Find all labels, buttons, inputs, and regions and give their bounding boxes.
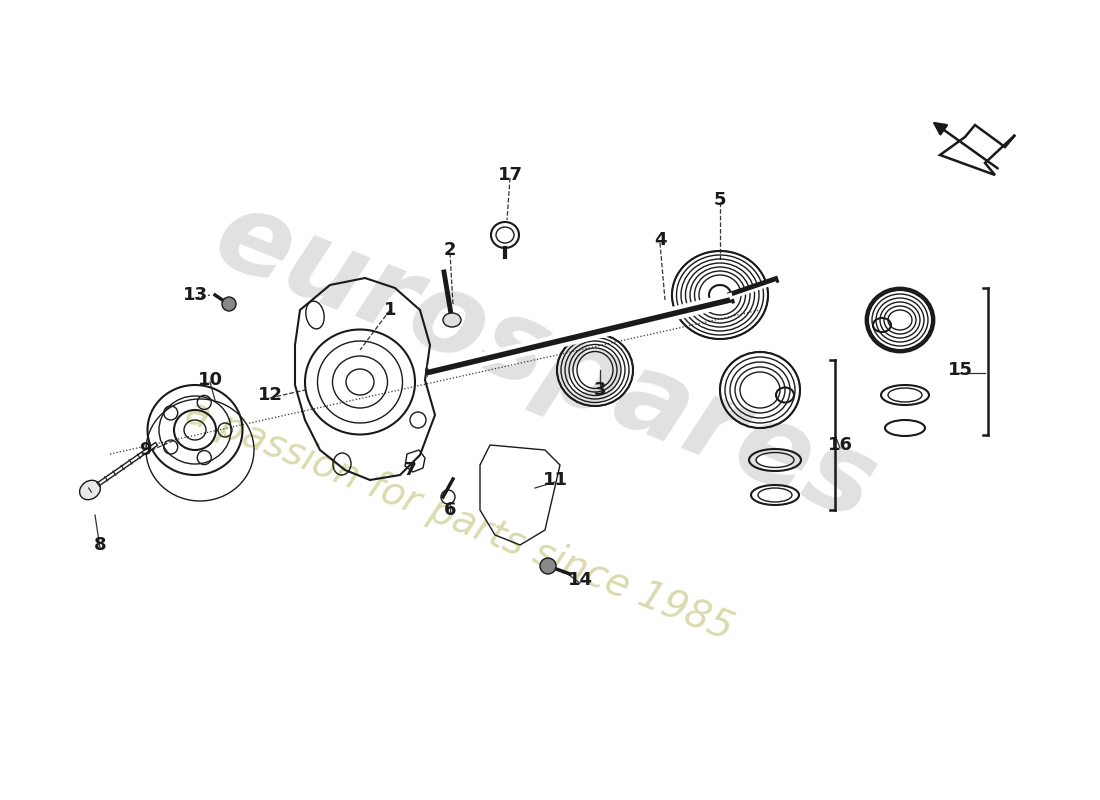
Text: eurospares: eurospares	[200, 181, 891, 543]
Text: 5: 5	[714, 191, 726, 209]
Text: 10: 10	[198, 371, 222, 389]
Text: 14: 14	[568, 571, 593, 589]
Text: 2: 2	[443, 241, 456, 259]
Text: 4: 4	[653, 231, 667, 249]
Text: 16: 16	[827, 436, 853, 454]
Circle shape	[540, 558, 556, 574]
Text: 6: 6	[443, 501, 456, 519]
Text: 7: 7	[404, 461, 416, 479]
Ellipse shape	[79, 480, 100, 500]
Circle shape	[222, 297, 236, 311]
Ellipse shape	[443, 313, 461, 327]
Text: 11: 11	[542, 471, 568, 489]
Text: 13: 13	[183, 286, 208, 304]
Text: 15: 15	[947, 361, 972, 379]
Text: 12: 12	[257, 386, 283, 404]
Text: 17: 17	[497, 166, 522, 184]
Text: 9: 9	[139, 441, 152, 459]
Text: a passion for parts since 1985: a passion for parts since 1985	[180, 393, 738, 648]
Text: 8: 8	[94, 536, 107, 554]
Text: 3: 3	[594, 381, 606, 399]
Text: 1: 1	[384, 301, 396, 319]
